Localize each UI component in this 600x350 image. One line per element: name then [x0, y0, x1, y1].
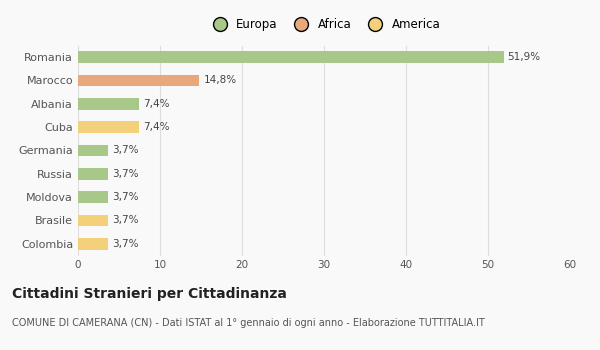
- Text: COMUNE DI CAMERANA (CN) - Dati ISTAT al 1° gennaio di ogni anno - Elaborazione T: COMUNE DI CAMERANA (CN) - Dati ISTAT al …: [12, 318, 485, 329]
- Text: 14,8%: 14,8%: [203, 76, 236, 85]
- Text: 7,4%: 7,4%: [143, 122, 169, 132]
- Text: 51,9%: 51,9%: [508, 52, 541, 62]
- Bar: [78, 98, 139, 110]
- Bar: [78, 75, 199, 86]
- Bar: [78, 191, 109, 203]
- Bar: [78, 51, 503, 63]
- Bar: [78, 145, 109, 156]
- Text: 3,7%: 3,7%: [112, 169, 139, 179]
- Text: 3,7%: 3,7%: [112, 192, 139, 202]
- Bar: [78, 121, 139, 133]
- Text: 3,7%: 3,7%: [112, 239, 139, 249]
- Bar: [78, 238, 109, 250]
- Bar: [78, 215, 109, 226]
- Text: 3,7%: 3,7%: [112, 216, 139, 225]
- Text: Cittadini Stranieri per Cittadinanza: Cittadini Stranieri per Cittadinanza: [12, 287, 287, 301]
- Bar: [78, 168, 109, 180]
- Text: 7,4%: 7,4%: [143, 99, 169, 109]
- Text: 3,7%: 3,7%: [112, 146, 139, 155]
- Legend: Europa, Africa, America: Europa, Africa, America: [203, 13, 445, 35]
